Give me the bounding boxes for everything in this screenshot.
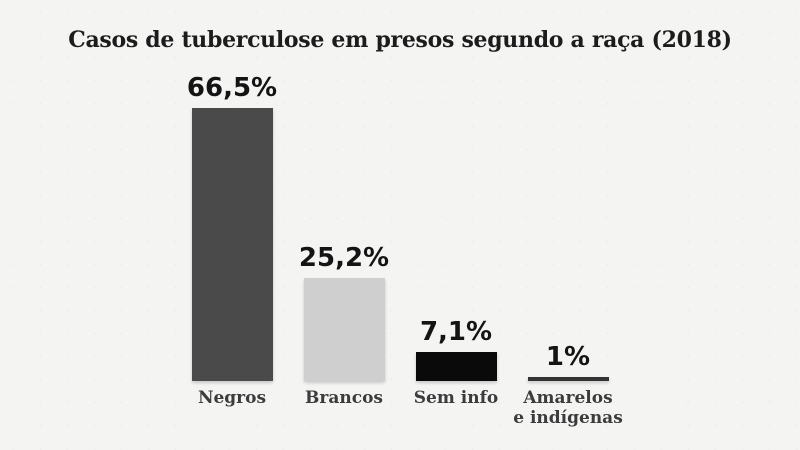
chart-title: Casos de tuberculose em presos segundo a… xyxy=(68,27,732,53)
category-axis: Negros Brancos Sem info Amarelos e indíg… xyxy=(0,388,800,429)
category-label-brancos: Brancos xyxy=(305,388,383,408)
bar-column-amarelos-indigenas: 1% xyxy=(512,343,624,381)
value-label-negros: 66,5% xyxy=(186,73,278,104)
bar-rect-sem-info xyxy=(415,352,497,381)
value-label-brancos: 25,2% xyxy=(298,243,390,274)
bar-column-negros: 66,5% xyxy=(176,74,288,381)
bar-chart: 66,5% 25,2% 7,1% 1% xyxy=(176,74,624,381)
value-label-sem-info: 7,1% xyxy=(419,317,493,348)
category-label-negros: Negros xyxy=(197,388,267,408)
category-label-sem-info: Sem info xyxy=(413,388,499,408)
bar-column-sem-info: 7,1% xyxy=(400,318,512,381)
bar-rect-negros xyxy=(191,108,273,381)
bar-rect-amarelos-indigenas xyxy=(527,377,609,381)
bar-rect-brancos xyxy=(303,278,385,381)
value-label-amarelos-indigenas: 1% xyxy=(545,342,591,373)
category-label-amarelos-indigenas: Amarelos e indígenas xyxy=(513,388,623,429)
bar-column-brancos: 25,2% xyxy=(288,244,400,381)
